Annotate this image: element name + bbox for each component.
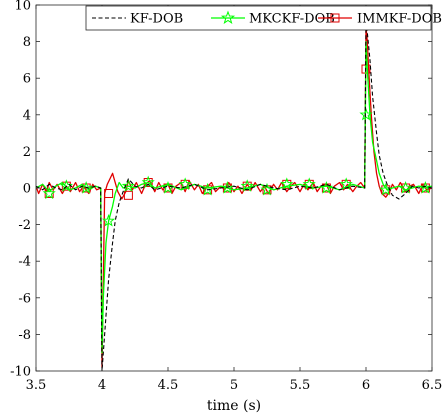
legend-label-immkf-dob: IMMKF-DOB: [357, 12, 442, 27]
marker-immkf-dob: [321, 183, 331, 193]
marker-immkf-dob: [81, 183, 91, 193]
marker-mkckf-dob: [379, 182, 393, 196]
x-axis-label: time (s): [207, 398, 261, 414]
marker-mkckf-dob: [121, 179, 135, 192]
legend-marker-mkckf-dob: [220, 10, 236, 25]
plot-layer: [36, 22, 432, 371]
marker-immkf-dob: [123, 190, 133, 200]
legend-marker-immkf-dob: [330, 13, 340, 23]
x-tick-label: 5: [230, 378, 238, 393]
legend-box: [85, 5, 432, 31]
x-tick-label: 6.5: [422, 378, 443, 393]
marker-immkf-dob: [282, 179, 292, 189]
y-tick-label: 4: [23, 108, 31, 123]
x-tick-label: 5.5: [290, 378, 311, 393]
y-tick-label: -2: [18, 218, 31, 233]
marker-mkckf-dob: [339, 177, 353, 190]
marker-mkckf-dob: [240, 179, 254, 192]
marker-immkf-dob: [143, 178, 153, 188]
axes-layer: 3.5 4 4.5 5 5.5 6 6.5 -10 -8 -6 -4 -2 0 2 4 6 8 10: [10, 0, 442, 393]
x-tick-label: 6: [362, 378, 370, 393]
y-tick-label: 6: [23, 72, 31, 87]
y-tick-label: 0: [23, 182, 31, 197]
y-tick-label: -4: [18, 255, 31, 270]
marker-immkf-dob: [104, 188, 114, 198]
y-tick-label: 2: [23, 145, 31, 160]
marker-mkckf-dob: [260, 182, 274, 196]
y-tick-label: 8: [23, 35, 31, 50]
marker-mkckf-dob: [59, 179, 73, 192]
y-tick-label: -6: [18, 291, 31, 306]
legend-label-kf-dob: KF-DOB: [130, 12, 183, 27]
x-tick-label: 4.5: [158, 378, 179, 393]
marker-mkckf-dob: [399, 181, 413, 194]
series-line-kf-dob: [36, 22, 432, 371]
y-tick-label: -10: [10, 365, 31, 380]
y-tick-label: 10: [14, 0, 31, 14]
legend-label-mkckf-dob: MKCKF-DOB: [249, 12, 335, 27]
x-tick-label: 3.5: [26, 378, 47, 393]
y-tick-label: -8: [18, 328, 31, 343]
marker-mkckf-dob: [102, 214, 116, 227]
marker-immkf-dob: [44, 188, 54, 198]
marker-mkckf-dob: [220, 181, 234, 194]
marker-mkckf-dob: [302, 177, 316, 190]
marker-immkf-dob: [304, 179, 314, 189]
marker-mkckf-dob: [280, 177, 294, 190]
legend: KF-DOB MKCKF-DOB IMMKF-DOB: [85, 5, 442, 31]
marker-mkckf-dob: [319, 181, 333, 194]
marker-mkckf-dob: [359, 107, 373, 121]
marker-mkckf-dob: [418, 181, 432, 194]
marker-mkckf-dob: [42, 186, 56, 200]
marker-immkf-dob: [203, 185, 213, 195]
x-tick-label: 4: [98, 378, 106, 393]
